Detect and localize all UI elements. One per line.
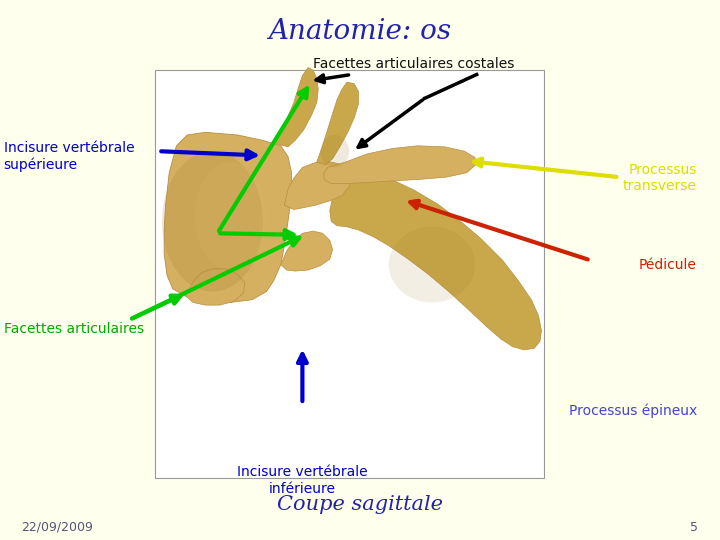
Polygon shape — [317, 82, 359, 165]
Text: Incisure vertébrale
inférieure: Incisure vertébrale inférieure — [237, 465, 368, 496]
Text: Processus
transverse: Processus transverse — [623, 163, 697, 193]
Text: Coupe sagittale: Coupe sagittale — [277, 495, 443, 515]
Ellipse shape — [320, 135, 349, 167]
Ellipse shape — [389, 227, 475, 302]
Text: Facettes articulaires costales: Facettes articulaires costales — [313, 57, 515, 71]
Polygon shape — [164, 132, 292, 302]
Ellipse shape — [162, 151, 263, 292]
Polygon shape — [186, 269, 245, 305]
Text: Anatomie: os: Anatomie: os — [269, 18, 451, 45]
Polygon shape — [324, 146, 475, 184]
Polygon shape — [330, 174, 541, 350]
Polygon shape — [274, 68, 318, 147]
Text: Processus épineux: Processus épineux — [569, 403, 697, 417]
Text: Incisure vertébrale
supérieure: Incisure vertébrale supérieure — [4, 141, 134, 172]
Polygon shape — [281, 231, 333, 271]
Ellipse shape — [194, 162, 266, 270]
Polygon shape — [284, 162, 349, 210]
FancyBboxPatch shape — [155, 70, 544, 478]
Text: 5: 5 — [690, 521, 698, 534]
Text: 22/09/2009: 22/09/2009 — [22, 521, 94, 534]
Text: Facettes articulaires: Facettes articulaires — [4, 322, 144, 336]
Text: Pédicule: Pédicule — [639, 258, 697, 272]
